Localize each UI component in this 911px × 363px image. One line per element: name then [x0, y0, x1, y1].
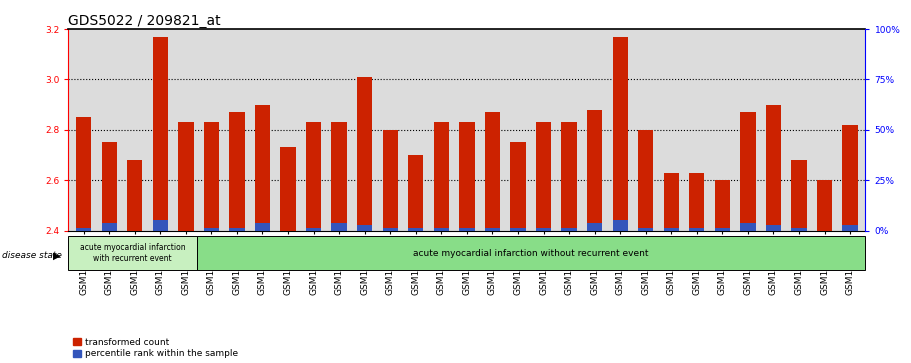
Bar	[536, 122, 551, 231]
Bar	[638, 228, 653, 231]
Bar	[689, 172, 704, 231]
Bar	[638, 130, 653, 231]
Bar	[332, 122, 347, 231]
Bar	[612, 37, 628, 231]
Bar	[128, 160, 142, 231]
Bar	[76, 228, 91, 231]
Bar	[230, 112, 245, 231]
Bar	[68, 236, 197, 270]
Bar	[689, 228, 704, 231]
Bar	[204, 122, 219, 231]
Bar	[587, 223, 602, 231]
Text: acute myocardial infarction without recurrent event: acute myocardial infarction without recu…	[414, 249, 649, 258]
Bar	[434, 228, 449, 231]
Bar	[741, 223, 755, 231]
Bar	[741, 112, 755, 231]
Bar	[561, 228, 577, 231]
Text: disease state: disease state	[2, 252, 62, 260]
Bar	[357, 225, 373, 231]
Bar	[843, 225, 858, 231]
Bar	[383, 228, 398, 231]
Bar	[792, 160, 806, 231]
Bar	[255, 223, 271, 231]
Bar	[383, 130, 398, 231]
Bar	[766, 225, 781, 231]
Bar	[510, 142, 526, 231]
Bar	[536, 228, 551, 231]
Bar	[459, 228, 475, 231]
Bar	[281, 147, 296, 231]
Bar	[408, 228, 424, 231]
Bar	[204, 228, 219, 231]
Bar	[408, 155, 424, 231]
Bar	[332, 223, 347, 231]
Bar	[101, 142, 117, 231]
Bar	[510, 228, 526, 231]
Bar	[255, 105, 271, 231]
Bar	[357, 77, 373, 231]
Bar	[153, 37, 168, 231]
Bar	[76, 117, 91, 231]
Bar	[587, 110, 602, 231]
Text: acute myocardial infarction
with recurrent event: acute myocardial infarction with recurre…	[80, 244, 186, 263]
Bar	[715, 180, 730, 231]
Legend: transformed count, percentile rank within the sample: transformed count, percentile rank withi…	[73, 338, 238, 359]
Bar	[817, 180, 833, 231]
Bar	[101, 223, 117, 231]
Bar	[179, 122, 193, 231]
Bar	[485, 228, 500, 231]
Bar	[766, 105, 781, 231]
Bar	[663, 228, 679, 231]
Bar	[663, 172, 679, 231]
Bar	[485, 112, 500, 231]
Bar	[230, 228, 245, 231]
Bar	[306, 228, 322, 231]
Bar	[715, 228, 730, 231]
Bar	[792, 228, 806, 231]
Bar	[843, 125, 858, 231]
Bar	[561, 122, 577, 231]
Bar	[434, 122, 449, 231]
Bar	[153, 220, 168, 231]
Bar	[306, 122, 322, 231]
Text: ▶: ▶	[53, 251, 60, 261]
Bar	[197, 236, 865, 270]
Bar	[459, 122, 475, 231]
Text: GDS5022 / 209821_at: GDS5022 / 209821_at	[68, 14, 221, 28]
Bar	[612, 220, 628, 231]
